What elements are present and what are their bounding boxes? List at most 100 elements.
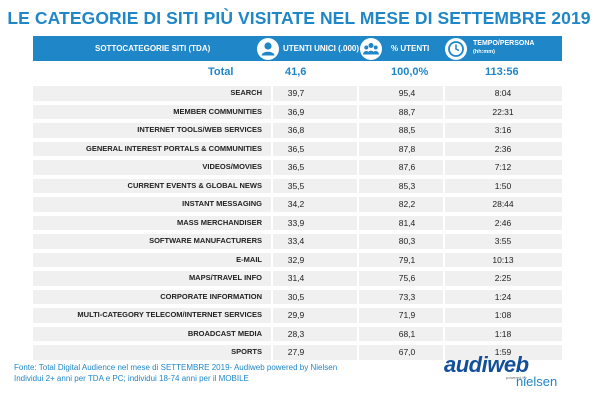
column-separator	[443, 271, 445, 286]
row-background	[33, 215, 562, 230]
column-separator	[443, 178, 445, 193]
table-row: SOFTWARE MANUFACTURERS 33,4 80,3 3:55	[33, 232, 562, 251]
column-separator	[443, 289, 445, 304]
column-separator	[357, 234, 359, 249]
header-time-unit: (hh:mm)	[473, 49, 495, 55]
row-category: MASS MERCHANDISER	[176, 217, 262, 227]
table-body: SEARCH 39,7 95,4 8:04 MEMBER COMMUNITIES 36,9…	[33, 84, 562, 362]
table-row: GENERAL INTEREST PORTALS & COMMUNITIES 36…	[33, 140, 562, 159]
row-users: 36,8	[287, 125, 305, 135]
column-separator	[357, 141, 359, 156]
row-percent: 71,9	[398, 310, 416, 320]
row-category: INSTANT MESSAGING	[182, 199, 262, 208]
row-users: 28,3	[287, 328, 305, 339]
column-separator	[443, 141, 445, 156]
row-category: VIDEOS/MOVIES	[202, 162, 262, 171]
row-percent: 95,4	[398, 88, 416, 98]
row-background	[33, 123, 562, 138]
table-row: BROADCAST MEDIA 28,3 68,1 1:18	[33, 325, 562, 344]
row-time: 22:31	[492, 106, 514, 117]
row-background	[33, 271, 562, 286]
footnote-line2: Individui 2+ anni per TDA e PC; individu…	[14, 374, 249, 383]
total-percent: 100,0%	[391, 66, 429, 78]
row-users: 30,5	[287, 291, 305, 302]
row-time: 2:25	[494, 273, 512, 283]
row-category: SPORTS	[231, 347, 262, 356]
header-time: TEMPO/PERSONA (hh:mm)	[473, 39, 534, 57]
column-separator	[443, 345, 445, 360]
row-category: MULTI-CATEGORY TELECOM/INTERNET SERVICES	[77, 310, 262, 319]
footnote-line1: Fonte: Total Digital Audience nel mese d…	[14, 363, 338, 372]
row-category: CURRENT EVENTS & GLOBAL NEWS	[127, 180, 262, 190]
row-percent: 80,3	[398, 236, 416, 246]
logo-brand: audiweb	[444, 352, 529, 377]
column-separator	[271, 326, 273, 341]
row-background	[33, 160, 562, 175]
row-category: SOFTWARE MANUFACTURERS	[149, 236, 262, 245]
column-separator	[357, 308, 359, 323]
column-separator	[443, 104, 445, 119]
column-separator	[357, 326, 359, 341]
row-category: INTERNET TOOLS/WEB SERVICES	[137, 125, 262, 134]
column-separator	[357, 160, 359, 175]
column-separator	[443, 234, 445, 249]
logo-powered: powered by	[506, 375, 527, 380]
row-background	[33, 308, 562, 323]
row-percent: 82,2	[398, 199, 416, 209]
row-users: 36,5	[287, 162, 305, 172]
table-row: MEMBER COMMUNITIES 36,9 88,7 22:31	[33, 103, 562, 122]
column-separator	[271, 104, 273, 119]
column-separator	[357, 104, 359, 119]
column-separator	[271, 289, 273, 304]
clock-icon	[445, 38, 467, 60]
row-time: 1:08	[494, 310, 512, 320]
row-time: 3:55	[494, 236, 512, 246]
logo-partner: nielsen	[516, 374, 558, 389]
row-users: 29,9	[287, 310, 305, 320]
row-users: 27,9	[287, 347, 305, 357]
column-separator	[357, 215, 359, 230]
row-category: E-MAIL	[236, 254, 262, 264]
row-users: 32,9	[287, 254, 305, 265]
row-time: 8:04	[494, 88, 512, 98]
row-users: 34,2	[287, 199, 305, 209]
column-separator	[443, 326, 445, 341]
table-row: MASS MERCHANDISER 33,9 81,4 2:46	[33, 214, 562, 233]
row-category: BROADCAST MEDIA	[187, 328, 262, 338]
row-time: 1:24	[494, 291, 512, 302]
column-separator	[357, 197, 359, 212]
row-background	[33, 234, 562, 249]
group-icon	[360, 38, 382, 60]
table-row: MULTI-CATEGORY TELECOM/INTERNET SERVICES…	[33, 306, 562, 325]
row-time: 2:36	[494, 143, 512, 154]
row-users: 31,4	[287, 273, 305, 283]
column-separator	[443, 86, 445, 101]
row-background	[33, 141, 562, 156]
row-percent: 85,3	[398, 180, 416, 191]
total-time: 113:56	[485, 66, 519, 78]
row-users: 33,9	[287, 217, 305, 228]
row-category: CORPORATE INFORMATION	[160, 291, 262, 301]
header-percent: % UTENTI	[391, 44, 430, 53]
row-background	[33, 252, 562, 267]
column-separator	[357, 252, 359, 267]
row-background	[33, 86, 562, 101]
row-time: 1:18	[494, 328, 512, 339]
column-separator	[271, 215, 273, 230]
column-separator	[443, 215, 445, 230]
column-separator	[443, 252, 445, 267]
row-time: 1:59	[494, 347, 512, 357]
column-separator	[271, 234, 273, 249]
row-background	[33, 178, 562, 193]
column-separator	[271, 252, 273, 267]
row-users: 36,9	[287, 106, 305, 117]
table-row: CURRENT EVENTS & GLOBAL NEWS 35,5 85,3 1:50	[33, 177, 562, 196]
audiweb-logo: audiweb powered by nielsen	[444, 352, 584, 392]
table-row: MAPS/TRAVEL INFO 31,4 75,6 2:25	[33, 269, 562, 288]
column-separator	[271, 123, 273, 138]
table-row: VIDEOS/MOVIES 36,5 87,6 7:12	[33, 158, 562, 177]
row-background	[33, 289, 562, 304]
header-users: UTENTI UNICI (.000)	[283, 44, 360, 53]
row-users: 35,5	[287, 180, 305, 191]
table-header: SOTTOCATEGORIE SITI (TDA) UTENTI UNICI (…	[33, 36, 562, 61]
